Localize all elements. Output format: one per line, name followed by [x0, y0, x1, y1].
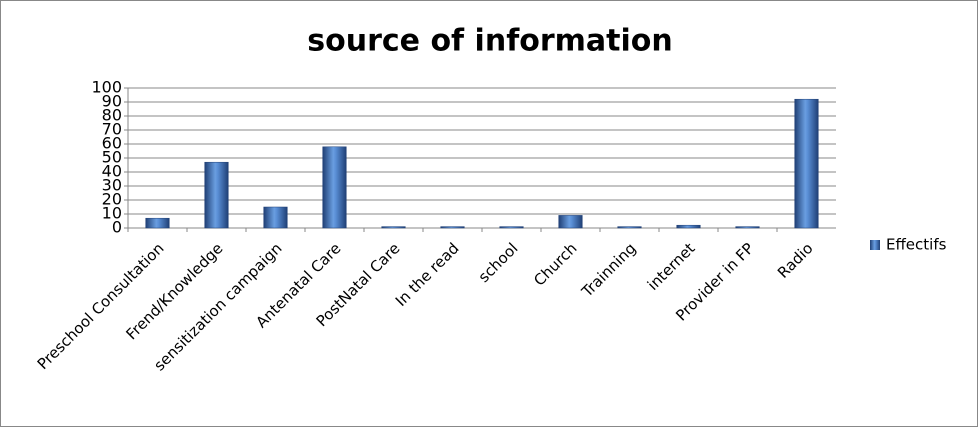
bar	[381, 226, 406, 229]
y-tick-label: 100	[91, 78, 122, 97]
y-tick-label: 10	[102, 204, 122, 223]
bar	[145, 217, 170, 229]
y-tick-label: 80	[102, 106, 122, 125]
bar	[322, 146, 347, 229]
y-tick-label: 50	[102, 148, 122, 167]
bar	[617, 226, 642, 229]
y-tick-label: 40	[102, 162, 122, 181]
bar	[499, 226, 524, 229]
bar	[735, 226, 760, 229]
bar	[676, 224, 701, 229]
legend-label: Effectifs	[886, 236, 947, 254]
bar	[204, 161, 229, 229]
y-tick-label: 0	[112, 218, 122, 237]
y-tick-label: 60	[102, 134, 122, 153]
y-tick-label: 20	[102, 190, 122, 209]
bar	[440, 226, 465, 229]
legend-marker	[870, 240, 880, 250]
chart-title: source of information	[307, 24, 673, 59]
y-tick-label: 30	[102, 176, 122, 195]
y-tick-label: 70	[102, 120, 122, 139]
bar	[263, 206, 288, 229]
bar	[794, 98, 819, 229]
bar	[558, 215, 583, 229]
y-tick-label: 90	[102, 92, 122, 111]
